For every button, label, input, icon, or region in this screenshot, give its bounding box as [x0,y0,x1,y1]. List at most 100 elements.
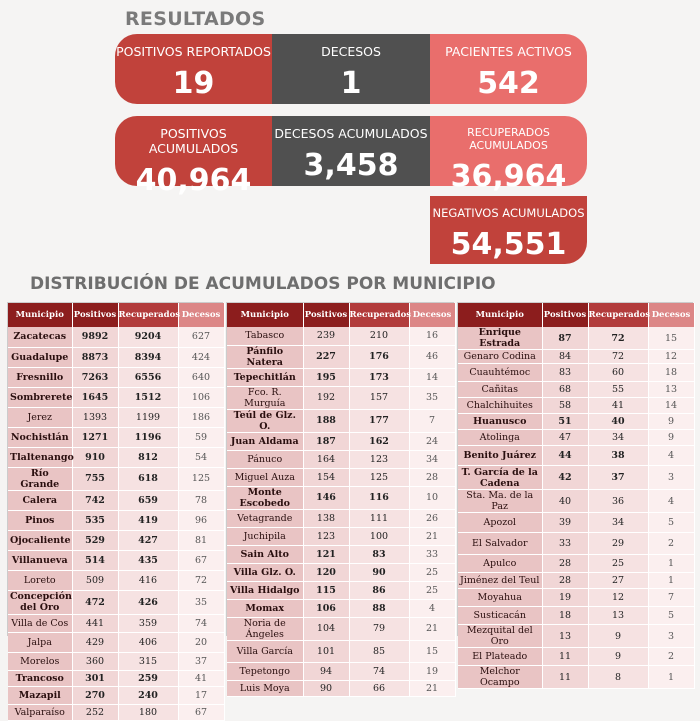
table-row: Sta. Ma. de la Paz 40 36 4 [458,489,695,513]
table-row: Cuauhtémoc 83 60 18 [458,363,695,382]
decesos-cell: 19 [409,662,456,681]
table-row: Melchor Ocampo 11 8 1 [458,665,695,689]
table-row: Tepechitlán 195 173 14 [227,368,456,387]
recuperados-cell: 41 [588,397,649,414]
municipio-table-2: Municipio Positivos Recuperados Decesos Taba… [226,302,456,697]
recuperados-cell: 210 [349,327,410,346]
positivos-cell: 270 [72,686,119,705]
decesos-acumulados-card: DECESOS ACUMULADOS 3,458 [272,116,430,186]
decesos-cell: 28 [409,468,456,487]
positivos-cell: 360 [72,652,119,671]
recuperados-cell: 406 [118,632,179,653]
positivos-cell: 28 [542,572,589,589]
decesos-cell: 17 [178,686,225,705]
table-row: Pánfilo Natera 227 176 46 [227,345,456,369]
table-header: Municipio Positivos Recuperados Decesos [8,303,225,327]
positivos-cell: 90 [303,680,350,697]
recuperados-cell: 55 [588,381,649,398]
positivos-cell: 441 [72,614,119,633]
positivos-reportados-label: POSITIVOS REPORTADOS [116,44,271,59]
column-header-positivos: Positivos [72,303,119,327]
positivos-cell: 47 [542,429,589,446]
municipio-table-1: Municipio Positivos Recuperados Decesos Zaca… [7,302,225,721]
positivos-cell: 115 [303,581,350,600]
decesos-cell: 26 [409,509,456,528]
recuperados-cell: 12 [588,588,649,607]
positivos-cell: 18 [542,606,589,625]
positivos-cell: 11 [542,665,589,689]
positivos-cell: 51 [542,413,589,430]
table-row: Cañitas 68 55 13 [458,381,695,398]
recuperados-cell: 13 [588,606,649,625]
municipio-cell: Villa de Cos [8,614,73,633]
decesos-acumulados-label: DECESOS ACUMULADOS [274,126,428,141]
municipio-cell: Atolinga [458,429,543,446]
positivos-cell: 8873 [72,347,119,368]
municipio-cell: Tabasco [227,327,304,346]
municipio-cell: Susticacán [458,606,543,625]
table-row: Chalchihuites 58 41 14 [458,397,695,414]
municipio-cell: Fco. R. Murguía [227,386,304,410]
decesos-cell: 21 [409,617,456,641]
municipio-cell: Benito Juárez [458,445,543,466]
decesos-acumulados-value: 3,458 [303,148,399,183]
decesos-cell: 2 [648,647,695,666]
positivos-cell: 755 [72,467,119,491]
decesos-cell: 35 [178,590,225,615]
municipio-cell: Pinos [8,510,73,531]
pacientes-activos-label: PACIENTES ACTIVOS [445,44,572,59]
municipio-cell: Cañitas [458,381,543,398]
decesos-cell: 10 [409,486,456,510]
municipio-cell: Monte Escobedo [227,486,304,510]
positivos-cell: 529 [72,530,119,551]
table-row: Tabasco 239 210 16 [227,327,456,346]
positivos-cell: 535 [72,510,119,531]
decesos-cell: 37 [178,652,225,671]
municipio-cell: Calera [8,490,73,511]
recuperados-cell: 176 [349,345,410,369]
recuperados-cell: 427 [118,530,179,551]
municipio-cell: Miguel Auza [227,468,304,487]
recuperados-cell: 34 [588,429,649,446]
table-row: El Plateado 11 9 2 [458,647,695,666]
municipio-cell: Morelos [8,652,73,671]
decesos-cell: 1 [648,554,695,573]
municipio-cell: Sombrerete [8,387,73,408]
table-row: Villanueva 514 435 67 [8,550,225,571]
table-row: Apozol 39 34 5 [458,512,695,533]
table-row: T. García de la Cadena 42 37 3 [458,465,695,490]
table-row: Pánuco 164 123 34 [227,450,456,469]
positivos-cell: 33 [542,532,589,555]
municipio-table-3: Municipio Positivos Recuperados Decesos Enri… [457,302,695,689]
positivos-acumulados-value: 40,964 [135,163,252,198]
recuperados-cell: 72 [588,349,649,364]
decesos-cell: 186 [178,407,225,428]
recuperados-cell: 90 [349,563,410,582]
municipio-cell: Huanusco [458,413,543,430]
table-row: Sain Alto 121 83 33 [227,545,456,564]
decesos-cell: 9 [648,413,695,430]
municipio-cell: Apulco [458,554,543,573]
positivos-cell: 1271 [72,427,119,448]
positivos-cell: 13 [542,624,589,648]
decesos-cell: 74 [178,614,225,633]
decesos-cell: 21 [409,680,456,697]
positivos-cell: 7263 [72,367,119,388]
positivos-cell: 195 [303,368,350,387]
positivos-cell: 42 [542,465,589,490]
positivos-cell: 44 [542,445,589,466]
table-row: Monte Escobedo 146 116 10 [227,486,456,510]
recuperados-cell: 9204 [118,327,179,348]
municipio-cell: Moyahua [458,588,543,607]
decesos-cell: 14 [648,397,695,414]
decesos-cell: 46 [409,345,456,369]
decesos-value: 1 [340,66,362,101]
positivos-cell: 227 [303,345,350,369]
municipio-cell: Río Grande [8,467,73,491]
positivos-cell: 11 [542,647,589,666]
positivos-cell: 509 [72,570,119,591]
decesos-cell: 67 [178,550,225,571]
recuperados-cell: 426 [118,590,179,615]
decesos-cell: 34 [409,450,456,469]
decesos-cell: 35 [409,386,456,410]
